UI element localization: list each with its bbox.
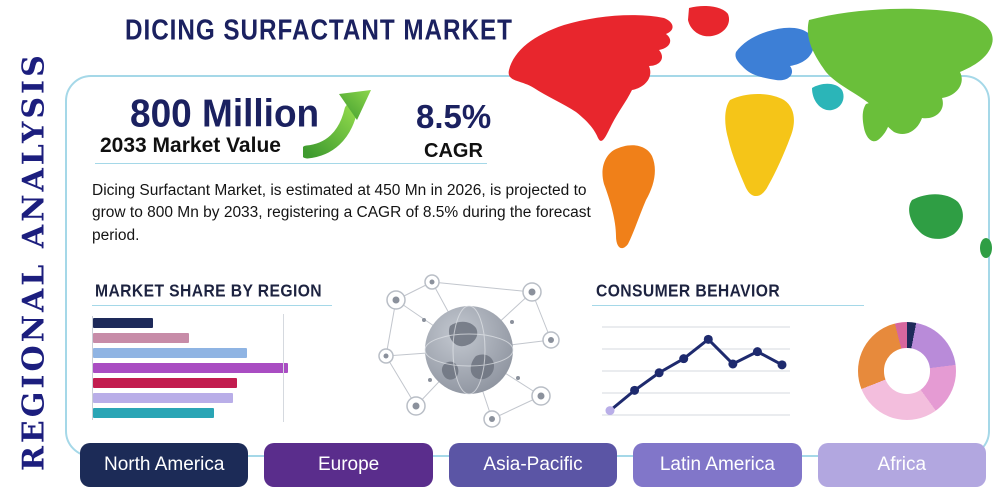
market-value-caption: 2033 Market Value <box>100 134 281 157</box>
map-north-america <box>508 15 673 141</box>
section-title-market-share: MARKET SHARE BY REGION <box>95 282 323 302</box>
line-point-1 <box>630 385 640 395</box>
region-button-asia-pacific[interactable]: Asia-Pacific <box>448 443 618 487</box>
line-point-2 <box>654 368 664 378</box>
bar-region-0 <box>93 318 154 328</box>
page-title: DICING SURFACTANT MARKET <box>125 14 513 47</box>
map-greenland <box>688 6 730 37</box>
region-button-latin-america[interactable]: Latin America <box>633 443 802 487</box>
growth-arrow-icon <box>300 84 375 160</box>
market-value-stat: 800 Million <box>130 92 320 136</box>
bar-chart-gridline <box>283 314 284 422</box>
map-middle-east <box>812 83 844 111</box>
bar-region-5 <box>93 393 234 403</box>
map-australia <box>909 194 963 239</box>
line-point-0 <box>605 406 615 416</box>
region-button-europe[interactable]: Europe <box>264 443 433 487</box>
globe-network-graphic <box>378 274 560 428</box>
section-title-consumer-behavior: CONSUMER BEHAVIOR <box>596 282 781 302</box>
map-south-america <box>602 145 655 249</box>
bar-region-2 <box>93 348 248 358</box>
line-point-7 <box>777 360 787 370</box>
side-label: REGIONAL ANALYSIS <box>16 52 52 472</box>
bar-region-1 <box>93 333 189 343</box>
cagr-caption: CAGR <box>424 140 483 162</box>
region-button-north-america[interactable]: North America <box>80 443 249 487</box>
consumer-behavior-underline <box>592 305 864 306</box>
bar-region-4 <box>93 378 238 388</box>
stat-underline <box>95 163 487 164</box>
line-point-6 <box>752 347 762 357</box>
bar-region-6 <box>93 408 214 418</box>
region-buttons: North America Europe Asia-Pacific Latin Ame… <box>80 443 987 487</box>
region-button-africa[interactable]: Africa <box>817 443 987 487</box>
market-description: Dicing Surfactant Market, is estimated a… <box>92 182 591 244</box>
cagr-stat: 8.5% <box>416 98 492 135</box>
map-asia <box>807 8 993 135</box>
map-europe <box>735 27 815 81</box>
line-point-3 <box>679 354 689 364</box>
market-share-underline <box>92 305 332 306</box>
market-share-bar-chart <box>92 314 392 422</box>
regional-split-donut-chart <box>858 322 956 420</box>
line-point-4 <box>703 334 713 344</box>
map-new-zealand <box>980 238 992 258</box>
consumer-behavior-line-chart <box>598 312 794 426</box>
bar-region-3 <box>93 363 288 373</box>
map-india <box>862 102 891 142</box>
map-africa <box>725 94 794 197</box>
line-point-5 <box>728 359 738 369</box>
world-map <box>508 6 993 258</box>
